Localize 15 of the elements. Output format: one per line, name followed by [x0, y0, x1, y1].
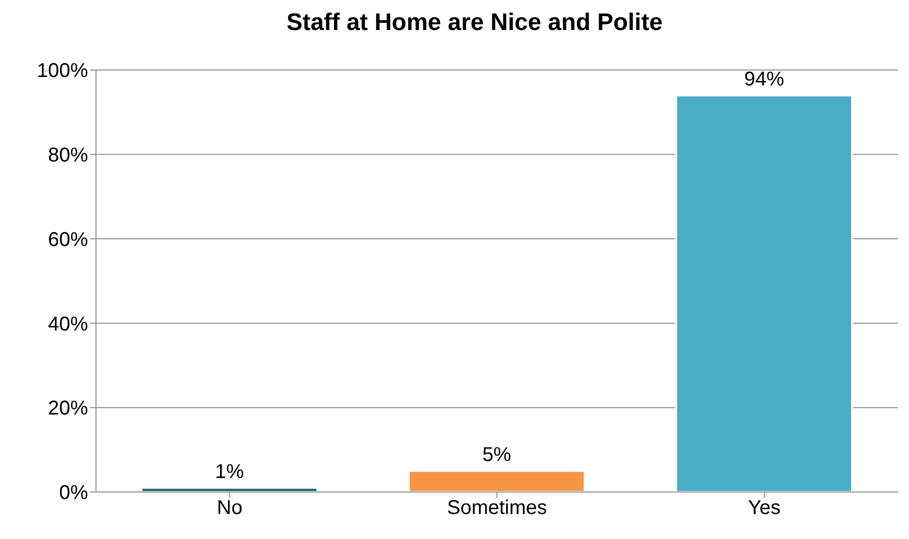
y-tick-label: 80%	[48, 144, 88, 166]
chart-title: Staff at Home are Nice and Polite	[285, 8, 664, 38]
y-tick-label: 0%	[59, 482, 88, 504]
x-tick-label: Yes	[748, 497, 781, 520]
bar	[408, 470, 586, 492]
data-label: 5%	[482, 444, 512, 466]
data-label: 94%	[744, 68, 784, 90]
y-tick-label: 60%	[48, 228, 88, 251]
y-tick-label: 20%	[48, 398, 88, 420]
bar	[675, 94, 854, 492]
y-tick-label: 40%	[48, 313, 88, 336]
y-tick-label: 100%	[36, 60, 88, 82]
data-label: 1%	[214, 460, 244, 483]
x-tick-label: No	[216, 497, 242, 520]
x-tick-label: Sometimes	[446, 497, 548, 520]
